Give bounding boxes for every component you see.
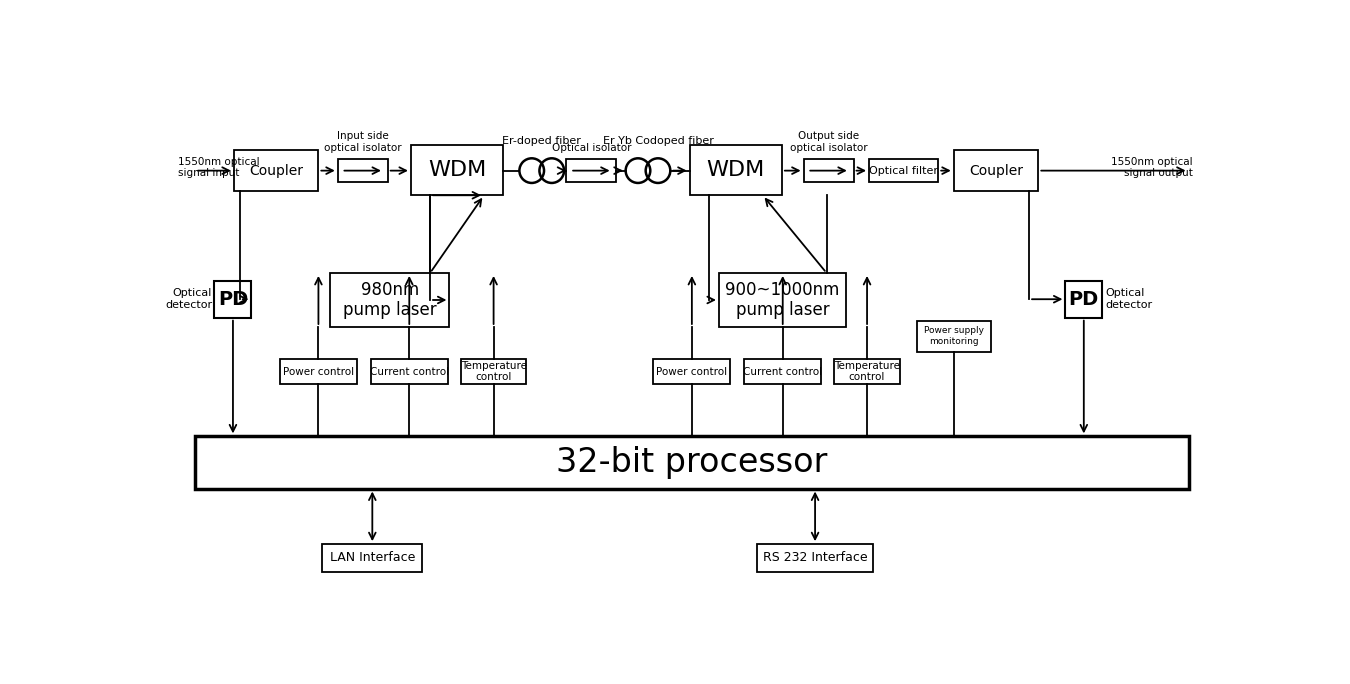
Text: 1550nm optical
signal output: 1550nm optical signal output xyxy=(1111,157,1192,179)
Bar xyxy=(410,145,504,195)
Text: Optical isolator: Optical isolator xyxy=(552,143,632,153)
Text: LAN Interface: LAN Interface xyxy=(329,551,414,564)
Text: Er Yb Codoped fiber: Er Yb Codoped fiber xyxy=(603,136,714,146)
Text: Coupler: Coupler xyxy=(248,163,302,178)
Bar xyxy=(718,273,846,327)
Bar xyxy=(338,159,387,182)
Bar xyxy=(653,359,730,384)
Text: Power supply
monitoring: Power supply monitoring xyxy=(923,326,984,346)
Text: Optical
detector: Optical detector xyxy=(165,289,212,310)
Text: Power control: Power control xyxy=(656,367,728,377)
Bar xyxy=(279,359,356,384)
Bar xyxy=(371,359,448,384)
Text: PD: PD xyxy=(217,290,248,308)
Text: Output side
optical isolator: Output side optical isolator xyxy=(790,131,867,153)
Text: 980nm
pump laser: 980nm pump laser xyxy=(343,280,436,319)
Bar xyxy=(567,159,617,182)
Bar xyxy=(757,544,873,572)
Text: 32-bit processor: 32-bit processor xyxy=(556,446,828,479)
Text: Current control: Current control xyxy=(370,367,448,377)
Bar xyxy=(744,359,821,384)
Bar xyxy=(323,544,423,572)
Bar xyxy=(690,145,782,195)
Text: Current control: Current control xyxy=(743,367,822,377)
Text: Temperature
control: Temperature control xyxy=(460,360,526,382)
Text: 900~1000nm
pump laser: 900~1000nm pump laser xyxy=(725,280,840,319)
Text: Optical filter: Optical filter xyxy=(869,166,938,176)
Bar xyxy=(953,150,1038,192)
Bar xyxy=(196,436,1188,488)
Bar xyxy=(869,159,938,182)
Text: PD: PD xyxy=(1069,290,1099,308)
Text: 1550nm optical
signal input: 1550nm optical signal input xyxy=(178,157,261,179)
Bar xyxy=(803,159,853,182)
Bar xyxy=(834,359,899,384)
Text: WDM: WDM xyxy=(706,160,765,181)
Bar xyxy=(234,150,319,192)
Text: Temperature
control: Temperature control xyxy=(834,360,900,382)
Text: Er-doped fiber: Er-doped fiber xyxy=(502,136,580,146)
Text: Optical
detector: Optical detector xyxy=(1106,289,1153,310)
Text: Input side
optical isolator: Input side optical isolator xyxy=(324,131,401,153)
Text: RS 232 Interface: RS 232 Interface xyxy=(763,551,868,564)
Text: WDM: WDM xyxy=(428,160,486,181)
Bar xyxy=(918,321,991,352)
Text: Coupler: Coupler xyxy=(969,163,1023,178)
Bar xyxy=(1065,280,1103,317)
Bar xyxy=(329,273,450,327)
Text: Power control: Power control xyxy=(284,367,354,377)
Bar xyxy=(215,280,251,317)
Bar xyxy=(460,359,526,384)
